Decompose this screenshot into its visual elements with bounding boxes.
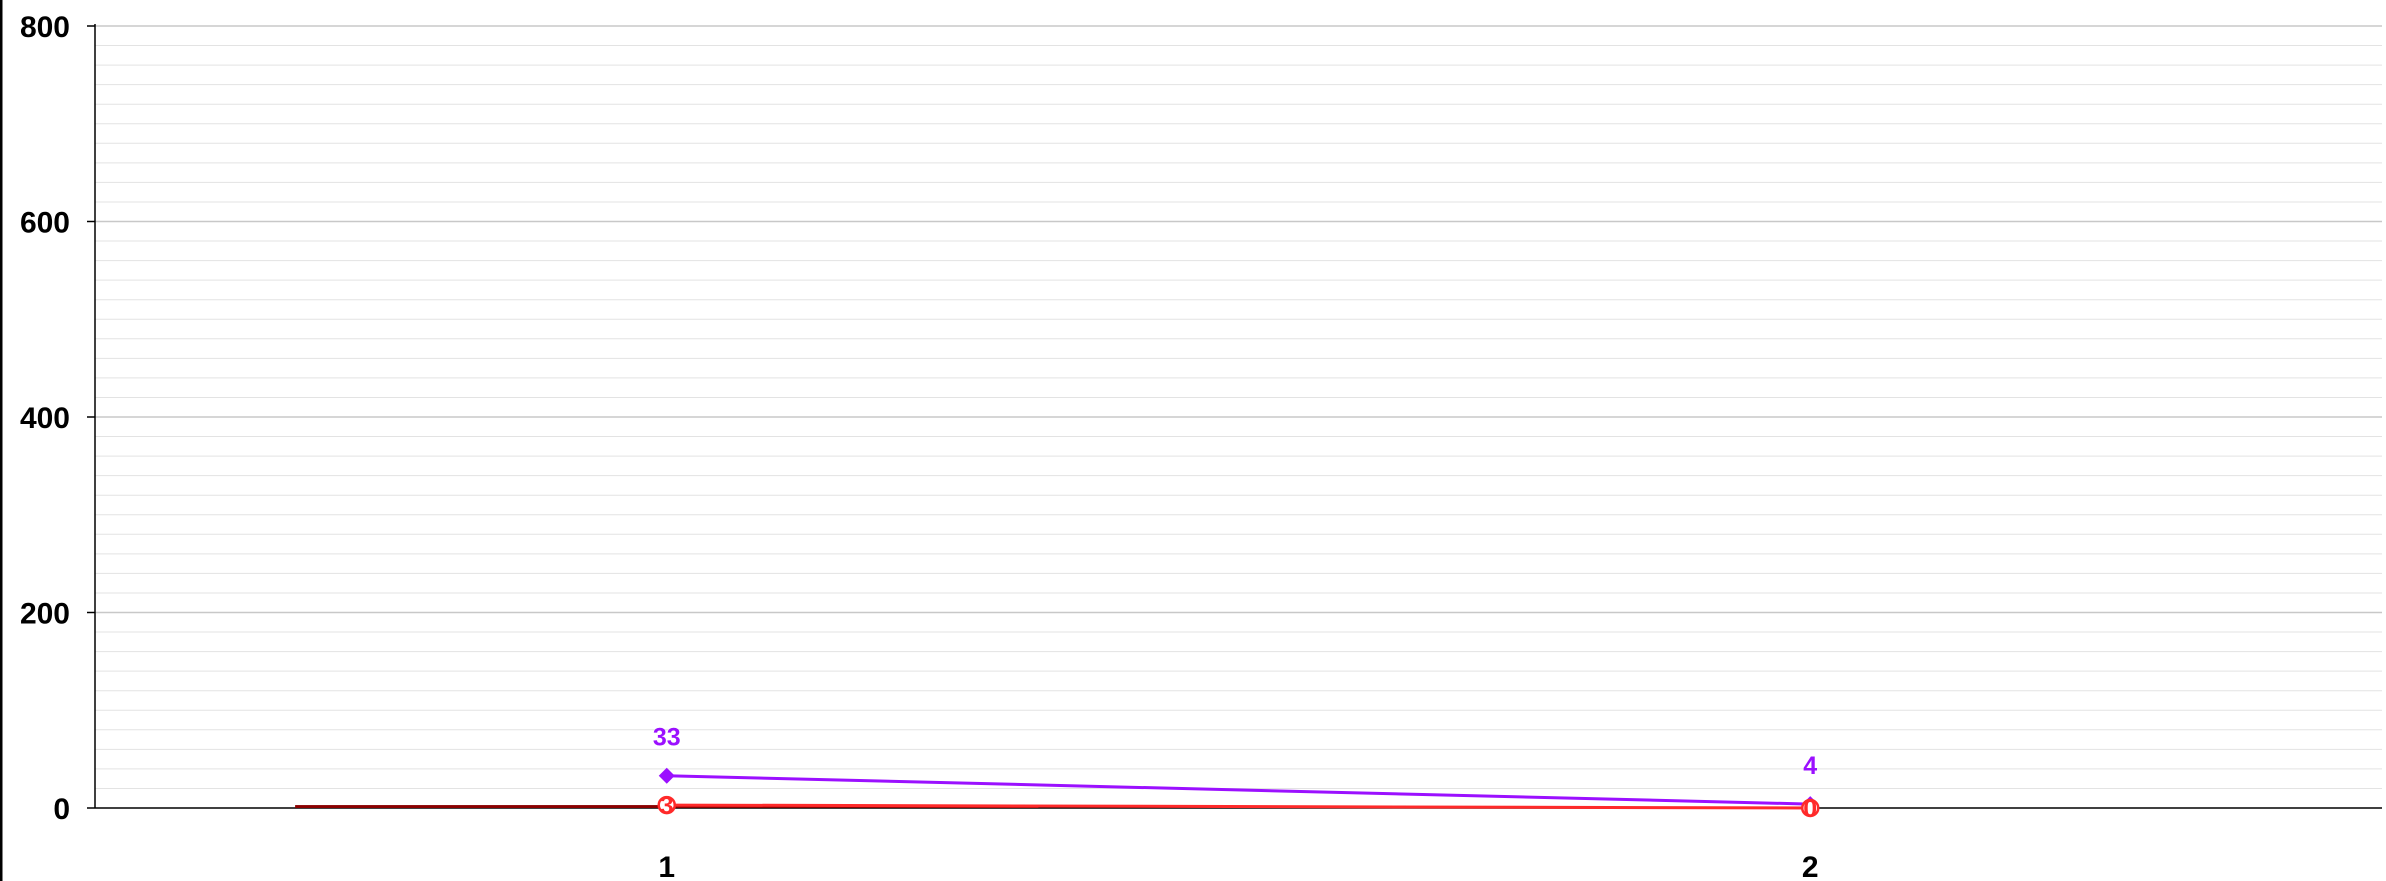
labels: 33 4 3 0 — [653, 724, 1817, 823]
x-tick-label: 1 — [658, 851, 675, 881]
y-tick-label: 400 — [20, 402, 70, 435]
axes: 0 200 400 600 800 1 2 — [20, 11, 2382, 881]
data-label: 3 — [660, 792, 674, 820]
series — [657, 767, 1820, 818]
data-point-marker — [658, 767, 675, 784]
series-line — [666, 803, 1811, 810]
data-point-marker — [657, 795, 676, 815]
y-tick-label: 800 — [20, 11, 70, 44]
y-tick-label: 0 — [53, 793, 70, 826]
data-point-marker — [1801, 798, 1820, 818]
y-tick-label: 200 — [20, 598, 70, 631]
data-label: 0 — [1803, 795, 1817, 823]
gridlines — [95, 25, 2382, 789]
series-line — [666, 774, 1811, 806]
y-tick-label: 600 — [20, 207, 70, 240]
x-tick-label: 2 — [1802, 851, 1819, 881]
data-label: 33 — [653, 724, 681, 752]
data-label: 4 — [1803, 752, 1817, 780]
